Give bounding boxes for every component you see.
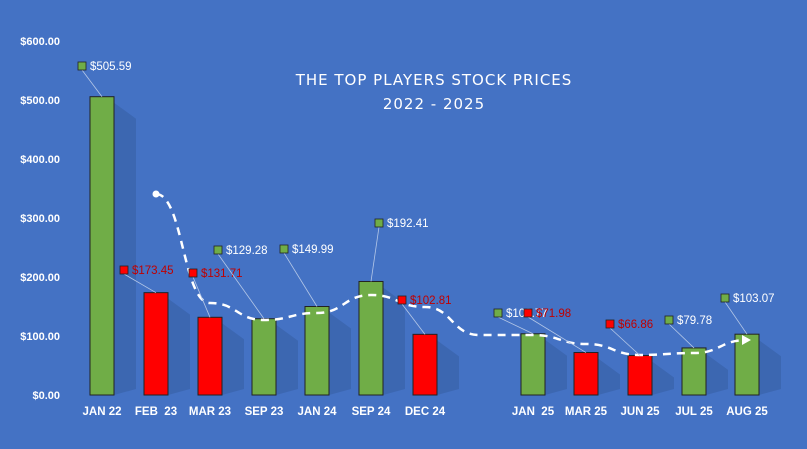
bar-shadow: [759, 340, 781, 395]
data-label-marker: [523, 308, 533, 318]
bar: [627, 355, 653, 396]
bar-shadows: [114, 102, 781, 395]
y-tick-label: $500.00: [20, 95, 60, 107]
x-tick-label: JUN 25: [621, 406, 661, 418]
data-label: $149.99: [292, 244, 334, 256]
bar: [358, 280, 384, 396]
data-label: $131.71: [201, 268, 243, 280]
leader-line: [123, 273, 157, 294]
data-labels: $505.59 $173.45 $131.71 $129.28 $149.99 $192.…: [77, 61, 775, 356]
data-label-marker: [493, 308, 503, 318]
leader-line: [527, 316, 587, 353]
y-tick-label: $0.00: [32, 390, 60, 402]
x-tick-label: FEB 23: [135, 406, 177, 418]
chart-title-line-2: 2022 - 2025: [383, 95, 485, 113]
chart-title-line-1: THE TOP PLAYERS STOCK PRICES: [295, 71, 573, 89]
bar-shadow: [545, 339, 567, 395]
data-label-marker: [374, 218, 384, 228]
x-axis: JAN 22 FEB 23 MAR 23 SEP 23 JAN 24 SEP 24 DEC …: [83, 406, 769, 418]
bar: [304, 306, 330, 396]
y-tick-label: $100.00: [20, 331, 60, 343]
data-label-marker: [720, 293, 730, 303]
leader-line: [401, 303, 426, 335]
bar-shadow: [706, 353, 728, 395]
bar-shadow: [598, 358, 620, 395]
bar-shadow: [383, 287, 405, 395]
data-label: $129.28: [226, 245, 268, 257]
bar: [681, 347, 707, 396]
data-label-marker: [119, 265, 129, 275]
data-label-marker: [188, 268, 198, 278]
data-label-marker: [605, 319, 615, 329]
leader-line: [497, 316, 534, 335]
trendline-arrow: [742, 335, 751, 345]
bar: [251, 318, 277, 396]
x-tick-label: JAN 24: [298, 406, 338, 418]
data-label-marker: [213, 245, 223, 255]
y-tick-label: $200.00: [20, 272, 60, 284]
bar: [143, 292, 169, 396]
bar: [734, 333, 760, 396]
trendline: [152, 190, 751, 357]
x-tick-label: MAR 25: [565, 406, 608, 418]
data-label: $102.81: [410, 295, 452, 307]
data-label-marker: [279, 244, 289, 254]
bar-shadow: [276, 324, 298, 395]
x-tick-label: SEP 23: [245, 406, 284, 418]
data-label: $173.45: [132, 265, 174, 277]
bar-shadow: [222, 323, 244, 395]
y-tick-label: $300.00: [20, 213, 60, 225]
bar-shadow: [437, 340, 459, 395]
x-tick-label: JAN 25: [512, 406, 555, 418]
data-label-marker: [77, 61, 87, 71]
data-label: $192.41: [387, 218, 429, 230]
y-tick-label: $600.00: [20, 36, 60, 48]
bar: [412, 333, 438, 396]
bar: [89, 96, 115, 396]
trendline-path: [155, 192, 748, 357]
data-label: $66.86: [618, 319, 653, 331]
leader-line: [283, 252, 318, 307]
trendline-start-dot: [152, 190, 160, 198]
leader-line: [724, 301, 748, 335]
leader-line: [81, 69, 103, 97]
x-tick-label: DEC 24: [405, 406, 446, 418]
x-tick-label: MAR 23: [189, 406, 231, 418]
leader-line: [192, 276, 211, 318]
data-label: $103.07: [733, 293, 775, 305]
leader-line: [668, 323, 695, 349]
x-tick-label: SEP 24: [352, 406, 391, 418]
bar-shadow: [168, 298, 190, 395]
data-label-marker: [397, 295, 407, 305]
bar-shadow: [652, 361, 674, 395]
bar: [197, 316, 223, 396]
bar-series: [89, 96, 760, 396]
y-tick-label: $400.00: [20, 154, 60, 166]
leader-line: [370, 226, 380, 282]
data-label-marker: [664, 315, 674, 325]
x-tick-label: JUL 25: [675, 406, 713, 418]
x-tick-label: AUG 25: [726, 406, 768, 418]
leader-line: [217, 253, 265, 319]
data-label: $71.98: [536, 308, 571, 320]
data-label: $505.59: [90, 61, 132, 73]
bar-shadow: [114, 102, 136, 395]
bar-shadow: [329, 312, 351, 395]
data-label: $79.78: [677, 315, 712, 327]
bar: [520, 333, 546, 396]
bar: [573, 352, 599, 396]
x-tick-label: JAN 22: [83, 406, 122, 418]
y-axis: $0.00 $100.00 $200.00 $300.00 $400.00 $500.00…: [20, 36, 60, 402]
leader-line: [609, 327, 641, 356]
